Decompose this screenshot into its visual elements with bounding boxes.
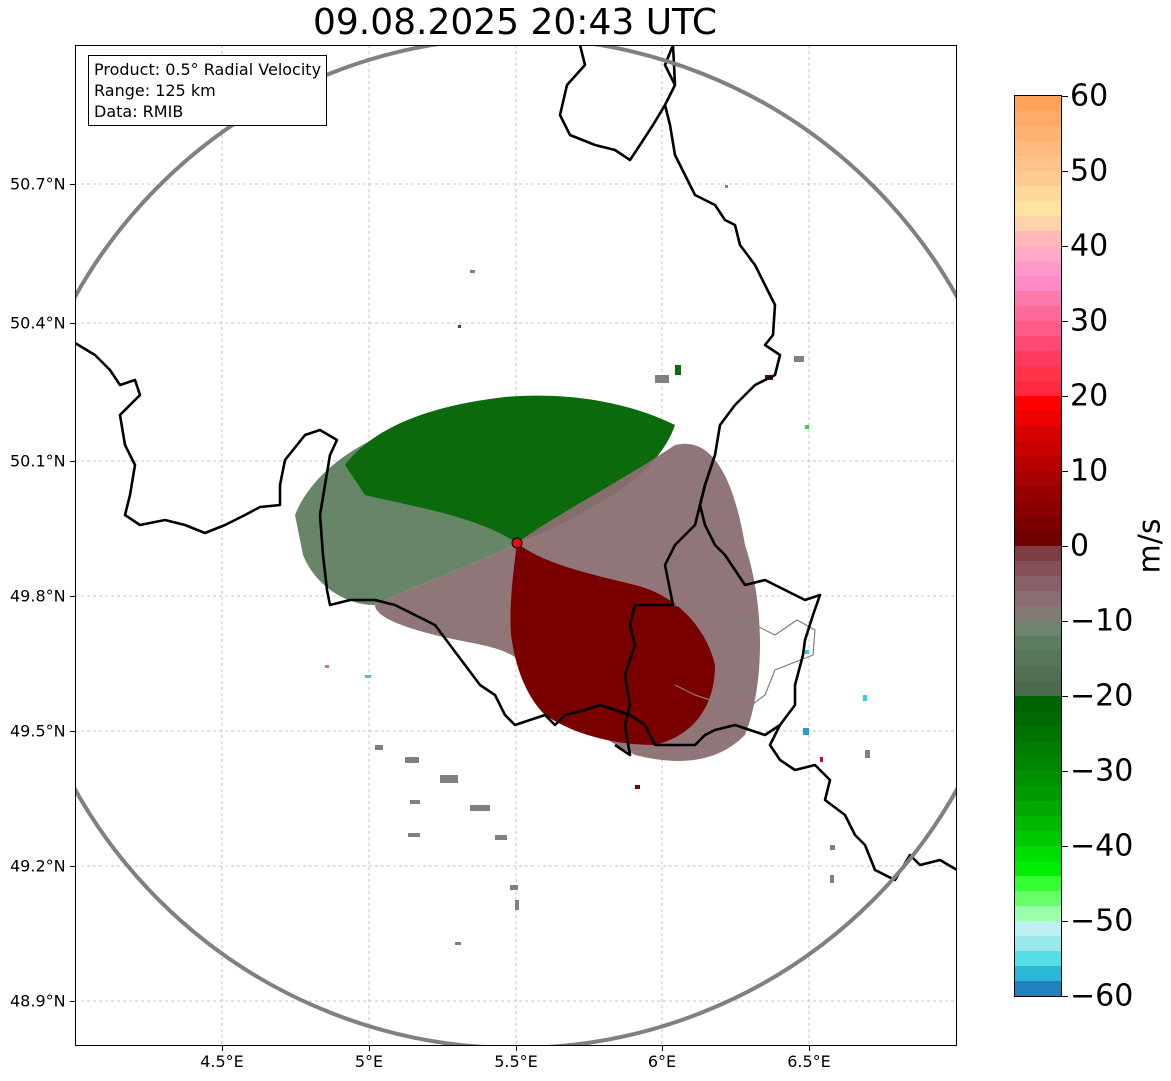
y-tick-mark bbox=[70, 461, 75, 462]
x-tick-mark bbox=[369, 1046, 370, 1051]
colorbar-label: −10 bbox=[1070, 603, 1134, 639]
y-tick-label: 50.7°N bbox=[10, 174, 66, 194]
colorbar-tick bbox=[1062, 171, 1068, 172]
y-tick-mark bbox=[70, 184, 75, 185]
x-tick-label: 5.5°E bbox=[494, 1052, 538, 1071]
y-tick-label: 50.4°N bbox=[10, 313, 66, 333]
colorbar-label: 20 bbox=[1070, 378, 1109, 414]
colorbar-tick bbox=[1062, 771, 1068, 772]
radar-site-marker bbox=[511, 537, 523, 549]
colorbar-label: 50 bbox=[1070, 153, 1109, 189]
x-tick-mark bbox=[516, 1046, 517, 1051]
colorbar-tick bbox=[1062, 471, 1068, 472]
colorbar-tick bbox=[1062, 321, 1068, 322]
colorbar-label: 40 bbox=[1070, 228, 1109, 264]
colorbar-tick bbox=[1062, 921, 1068, 922]
echo-speckles bbox=[325, 185, 870, 945]
y-tick-label: 48.9°N bbox=[10, 991, 66, 1011]
colorbar-tick bbox=[1062, 846, 1068, 847]
x-tick-label: 5°E bbox=[354, 1052, 384, 1071]
border-belgium-france-west bbox=[75, 341, 781, 747]
colorbar-label: −40 bbox=[1070, 828, 1134, 864]
border-belgium-luxembourg bbox=[614, 454, 717, 757]
x-tick-label: 6.5°E bbox=[787, 1052, 831, 1071]
colorbar-label: 30 bbox=[1070, 303, 1109, 339]
y-tick-mark bbox=[70, 866, 75, 867]
radar-map[interactable] bbox=[75, 45, 957, 1046]
colorbar-label: −50 bbox=[1070, 903, 1134, 939]
colorbar-label: −60 bbox=[1070, 978, 1134, 1014]
colorbar bbox=[1014, 95, 1062, 997]
y-tick-label: 50.1°N bbox=[10, 451, 66, 471]
y-tick-mark bbox=[70, 596, 75, 597]
x-tick-mark bbox=[809, 1046, 810, 1051]
border-belgium-netherlands-germany bbox=[558, 45, 957, 882]
y-tick-label: 49.2°N bbox=[10, 856, 66, 876]
x-tick-label: 6°E bbox=[647, 1052, 677, 1071]
y-tick-label: 49.5°N bbox=[10, 721, 66, 741]
info-source: Data: RMIB bbox=[94, 102, 184, 121]
colorbar-label: 10 bbox=[1070, 453, 1109, 489]
colorbar-label: 60 bbox=[1070, 78, 1109, 114]
colorbar-tick bbox=[1062, 996, 1068, 997]
y-tick-mark bbox=[70, 731, 75, 732]
colorbar-tick bbox=[1062, 546, 1068, 547]
colorbar-unit-label: m/s bbox=[1132, 518, 1168, 574]
velocity-echoes bbox=[295, 185, 870, 945]
info-product: Product: 0.5° Radial Velocity bbox=[94, 60, 322, 79]
info-range: Range: 125 km bbox=[94, 81, 216, 100]
colorbar-tick bbox=[1062, 621, 1068, 622]
internal-boundary bbox=[672, 604, 816, 711]
colorbar-label: −20 bbox=[1070, 678, 1134, 714]
x-tick-mark bbox=[662, 1046, 663, 1051]
colorbar-tick bbox=[1062, 96, 1068, 97]
y-tick-mark bbox=[70, 323, 75, 324]
map-title: 09.08.2025 20:43 UTC bbox=[312, 2, 718, 43]
y-tick-mark bbox=[70, 1001, 75, 1002]
x-tick-mark bbox=[222, 1046, 223, 1051]
colorbar-label: 0 bbox=[1070, 528, 1090, 564]
colorbar-label: −30 bbox=[1070, 753, 1134, 789]
info-box: Product: 0.5° Radial Velocity Range: 125… bbox=[88, 55, 328, 126]
colorbar-tick bbox=[1062, 396, 1068, 397]
colorbar-tick bbox=[1062, 696, 1068, 697]
echo-strong-outbound bbox=[510, 543, 715, 745]
national-borders bbox=[75, 45, 957, 882]
x-tick-label: 4.5°E bbox=[200, 1052, 244, 1071]
y-tick-label: 49.8°N bbox=[10, 586, 66, 606]
colorbar-tick bbox=[1062, 246, 1068, 247]
